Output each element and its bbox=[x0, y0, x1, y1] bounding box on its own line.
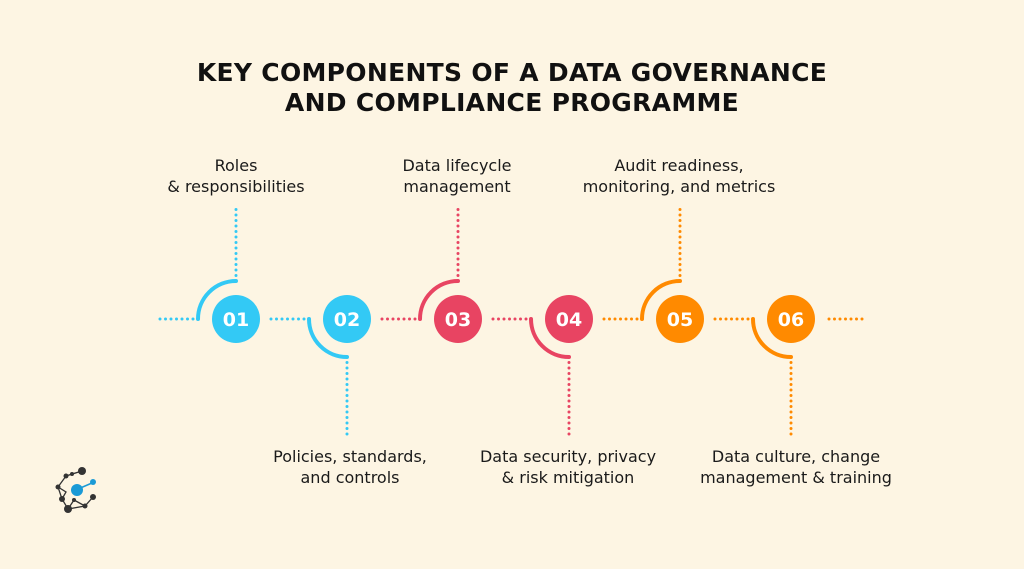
arc-accent bbox=[751, 317, 793, 359]
arc-accent bbox=[529, 317, 571, 359]
step-number: 06 bbox=[778, 309, 804, 331]
arc-accent bbox=[640, 279, 682, 321]
label-line: Policies, standards, bbox=[273, 447, 427, 466]
arc-accent bbox=[418, 279, 460, 321]
label-line: Data security, privacy bbox=[479, 447, 657, 466]
network-nodes-logo-icon bbox=[55, 467, 96, 513]
step-circle-05 bbox=[656, 295, 704, 343]
title-line-2: AND COMPLIANCE PROGRAMME bbox=[284, 88, 740, 117]
step-circle-04 bbox=[545, 295, 593, 343]
label-line: Data lifecycle bbox=[402, 156, 512, 175]
label-line: monitoring, and metrics bbox=[582, 177, 776, 196]
label-line: Audit readiness, bbox=[614, 156, 744, 175]
step-label-03: Data lifecycle management bbox=[347, 155, 567, 197]
step-label-05: Audit readiness, monitoring, and metrics bbox=[569, 155, 789, 197]
step-label-01: Roles & responsibilities bbox=[126, 155, 346, 197]
arc-accent bbox=[196, 279, 238, 321]
step-number: 05 bbox=[667, 309, 693, 331]
label-line: Data culture, change bbox=[711, 447, 881, 466]
step-circle-02 bbox=[323, 295, 371, 343]
step-number: 03 bbox=[445, 309, 471, 331]
label-line: management bbox=[403, 177, 511, 196]
step-circle-06 bbox=[767, 295, 815, 343]
step-number: 02 bbox=[334, 309, 360, 331]
label-line: Roles bbox=[214, 156, 258, 175]
step-label-02: Policies, standards, and controls bbox=[240, 446, 460, 488]
step-circle-03 bbox=[434, 295, 482, 343]
label-line: management & training bbox=[700, 468, 892, 487]
arc-accent bbox=[307, 317, 349, 359]
step-label-04: Data security, privacy & risk mitigation bbox=[458, 446, 678, 488]
label-line: & responsibilities bbox=[167, 177, 305, 196]
step-number: 01 bbox=[223, 309, 249, 331]
step-label-06: Data culture, change management & traini… bbox=[686, 446, 906, 488]
label-line: and controls bbox=[300, 468, 400, 487]
step-number: 04 bbox=[556, 309, 582, 331]
title-line-1: KEY COMPONENTS OF A DATA GOVERNANCE bbox=[196, 58, 828, 87]
step-circle-01 bbox=[212, 295, 260, 343]
label-line: & risk mitigation bbox=[501, 468, 635, 487]
page-title: KEY COMPONENTS OF A DATA GOVERNANCE AND … bbox=[0, 58, 1024, 118]
